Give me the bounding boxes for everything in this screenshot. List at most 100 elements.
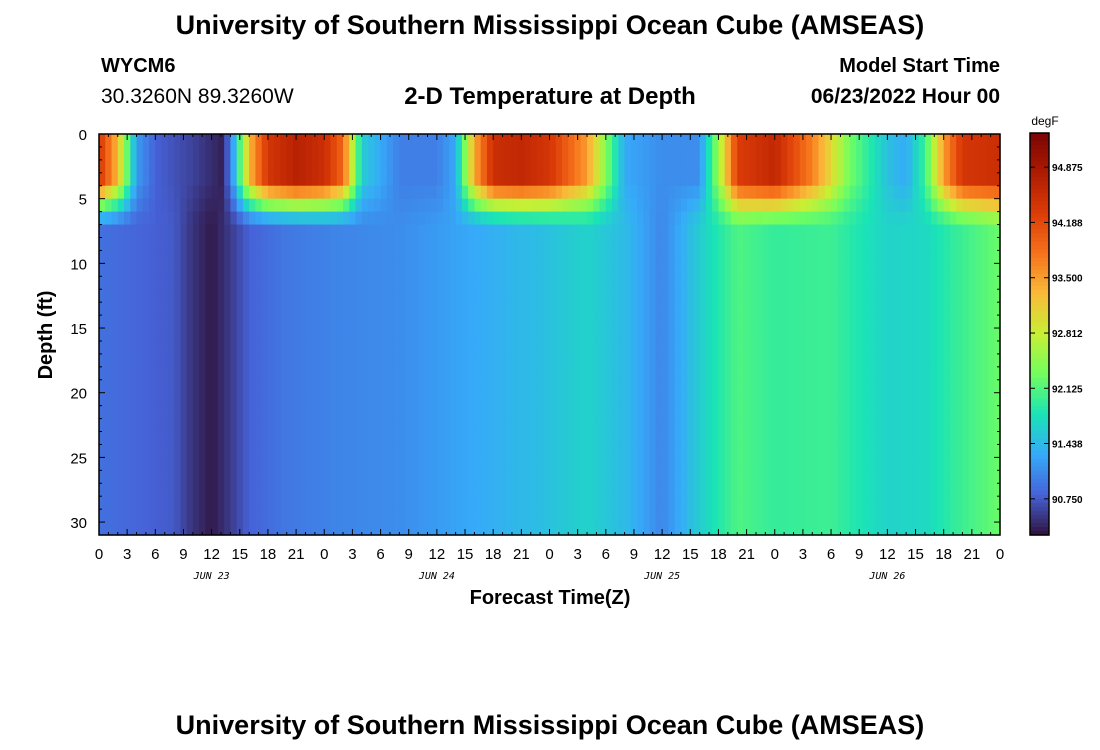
- heatmap-cell: [849, 185, 857, 200]
- heatmap-cell: [943, 146, 951, 161]
- heatmap-cell: [167, 366, 175, 381]
- heatmap-cell: [593, 315, 601, 329]
- heatmap-cell: [405, 185, 413, 200]
- heatmap-cell: [374, 392, 382, 407]
- heatmap-cell: [568, 509, 576, 523]
- heatmap-cell: [368, 172, 375, 187]
- heatmap-cell: [924, 457, 932, 471]
- heatmap-cell: [149, 405, 156, 420]
- heatmap-cell: [224, 134, 231, 148]
- heatmap-cell: [224, 198, 231, 213]
- heatmap-cell: [831, 366, 838, 381]
- heatmap-cell: [637, 134, 644, 148]
- heatmap-cell: [593, 263, 601, 277]
- heatmap-cell: [430, 509, 438, 523]
- heatmap-cell: [386, 289, 394, 303]
- heatmap-cell: [111, 250, 119, 264]
- heatmap-cell: [549, 328, 557, 342]
- heatmap-cell: [211, 418, 219, 433]
- heatmap-cell: [124, 289, 131, 303]
- heatmap-cell: [793, 159, 801, 174]
- colorbar-segment: [1030, 305, 1049, 311]
- heatmap-cell: [418, 134, 425, 148]
- heatmap-cell: [668, 509, 676, 523]
- heatmap-cell: [374, 328, 382, 342]
- heatmap-cell: [899, 522, 907, 536]
- heatmap-cell: [105, 496, 113, 510]
- heatmap-cell: [837, 315, 845, 329]
- heatmap-cell: [424, 289, 432, 303]
- heatmap-cell: [555, 483, 563, 497]
- heatmap-cell: [931, 522, 939, 536]
- heatmap-cell: [705, 522, 713, 536]
- heatmap-cell: [261, 224, 269, 239]
- heatmap-cell: [787, 457, 795, 471]
- heatmap-cell: [693, 159, 701, 174]
- heatmap-cell: [461, 224, 469, 239]
- heatmap-cell: [317, 328, 325, 342]
- heatmap-cell: [881, 392, 888, 407]
- heatmap-cell: [580, 250, 588, 264]
- heatmap-cell: [155, 302, 163, 316]
- heatmap-cell: [211, 263, 219, 277]
- heatmap-cell: [643, 211, 651, 226]
- heatmap-cell: [787, 366, 795, 381]
- heatmap-cell: [343, 392, 350, 407]
- heatmap-cell: [418, 470, 425, 484]
- heatmap-cell: [724, 366, 732, 381]
- heatmap-cell: [180, 340, 188, 355]
- heatmap-cell: [155, 496, 163, 510]
- heatmap-cell: [292, 211, 300, 226]
- heatmap-cell: [899, 289, 907, 303]
- heatmap-cell: [136, 444, 144, 458]
- heatmap-cell: [424, 470, 432, 484]
- heatmap-cell: [336, 134, 344, 148]
- heatmap-cell: [599, 496, 607, 510]
- heatmap-cell: [405, 146, 413, 161]
- heatmap-cell: [205, 159, 213, 174]
- heatmap-cell: [605, 134, 613, 148]
- heatmap-cell: [824, 418, 832, 433]
- heatmap-cell: [768, 353, 776, 368]
- heatmap-cell: [637, 263, 644, 277]
- heatmap-cell: [906, 328, 914, 342]
- heatmap-cell: [155, 483, 163, 497]
- heatmap-cell: [580, 185, 588, 200]
- heatmap-cell: [349, 185, 357, 200]
- heatmap-cell: [311, 302, 319, 316]
- heatmap-cell: [649, 237, 657, 252]
- heatmap-cell: [386, 211, 394, 226]
- heatmap-cell: [693, 353, 701, 368]
- heatmap-cell: [812, 353, 820, 368]
- heatmap-cell: [587, 185, 594, 200]
- heatmap-cell: [124, 353, 131, 368]
- heatmap-cell: [837, 146, 845, 161]
- heatmap-cell: [255, 172, 263, 187]
- heatmap-cell: [862, 198, 870, 213]
- heatmap-cell: [468, 302, 476, 316]
- heatmap-cell: [993, 496, 1001, 510]
- colorbar-segment: [1030, 321, 1049, 327]
- heatmap-cell: [962, 211, 970, 226]
- heatmap-cell: [142, 353, 150, 368]
- heatmap-cell: [418, 159, 425, 174]
- colorbar-segment: [1030, 506, 1049, 512]
- heatmap-cell: [774, 379, 782, 394]
- heatmap-cell: [192, 379, 200, 394]
- heatmap-cell: [499, 353, 507, 368]
- heatmap-cell: [105, 250, 113, 264]
- heatmap-cell: [737, 522, 745, 536]
- heatmap-cell: [618, 185, 626, 200]
- heatmap-cell: [167, 211, 175, 226]
- heatmap-cell: [155, 237, 163, 252]
- heatmap-cell: [405, 250, 413, 264]
- heatmap-cell: [662, 522, 669, 536]
- colorbar-segment: [1030, 145, 1049, 150]
- heatmap-cell: [330, 263, 338, 277]
- heatmap-cell: [837, 522, 845, 536]
- heatmap-cell: [468, 392, 476, 407]
- heatmap-cell: [718, 211, 726, 226]
- heatmap-cell: [274, 211, 282, 226]
- heatmap-cell: [730, 418, 738, 433]
- heatmap-cell: [286, 302, 294, 316]
